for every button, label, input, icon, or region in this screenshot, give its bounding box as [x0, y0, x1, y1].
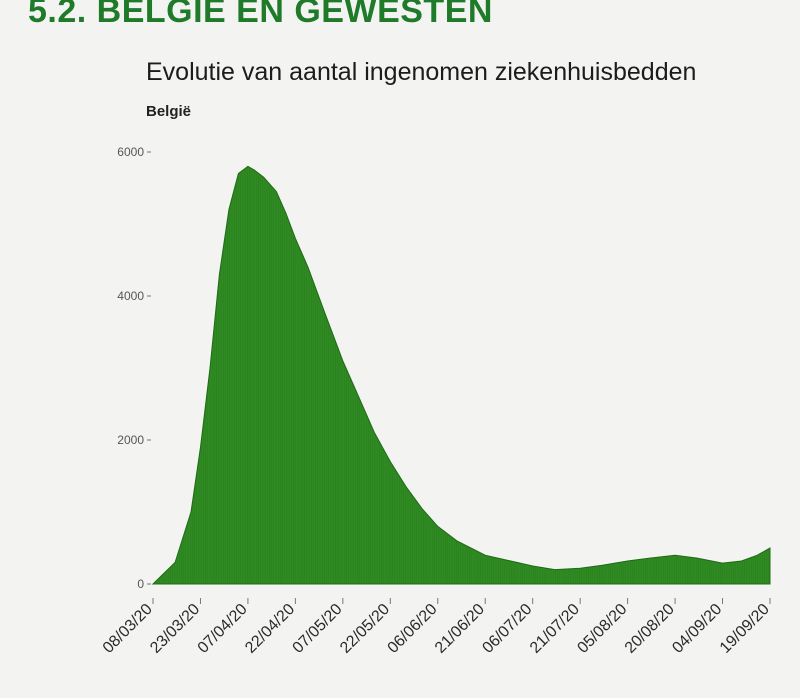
chart-title: Evolutie van aantal ingenomen ziekenhuis… — [146, 58, 697, 86]
x-tick-label: 06/07/20 — [479, 601, 535, 657]
x-tick-label: 21/07/20 — [527, 601, 583, 657]
x-tick-label: 22/04/20 — [242, 601, 298, 657]
x-tick-label: 07/05/20 — [290, 601, 346, 657]
x-tick-label: 20/08/20 — [622, 601, 678, 657]
x-tick-label: 08/03/20 — [100, 601, 156, 657]
section-heading: 5.2. BELGIË EN GEWESTEN — [28, 0, 493, 30]
x-tick-label: 05/08/20 — [574, 601, 630, 657]
x-tick-label: 22/05/20 — [337, 601, 393, 657]
x-tick-label: 04/09/20 — [669, 601, 725, 657]
area-series — [151, 165, 771, 585]
y-tick-label: 2000 — [117, 433, 144, 447]
x-tick-label: 23/03/20 — [147, 601, 203, 657]
y-tick-label: 0 — [137, 577, 144, 591]
y-tick-label: 6000 — [117, 145, 144, 159]
x-tick-label: 19/09/20 — [717, 601, 773, 657]
x-tick-label: 21/06/20 — [432, 601, 488, 657]
chart-subtitle: België — [146, 103, 192, 120]
x-tick-label: 07/04/20 — [195, 601, 251, 657]
y-tick-label: 4000 — [117, 289, 144, 303]
x-tick-label: 06/06/20 — [385, 601, 441, 657]
